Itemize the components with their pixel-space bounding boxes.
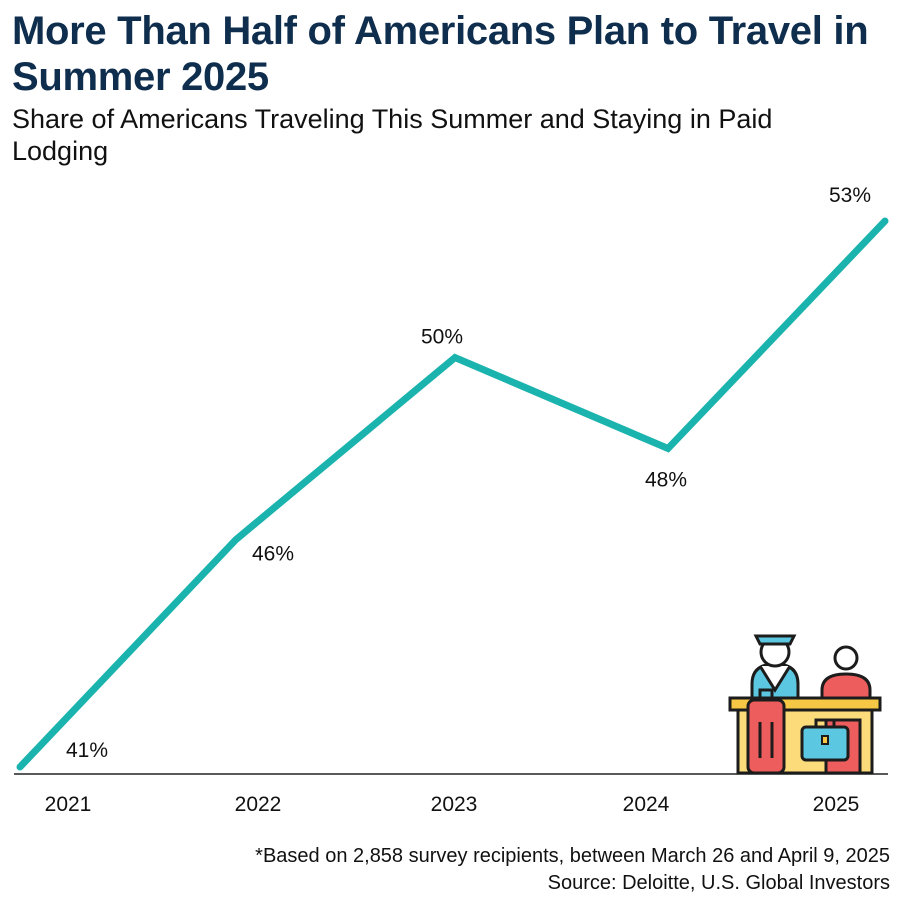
hotel-reception-icon <box>728 634 882 775</box>
x-tick-2023: 2023 <box>431 793 478 816</box>
x-tick-2021: 2021 <box>45 793 92 816</box>
series-line <box>16 217 889 771</box>
data-label-2023: 50% <box>421 326 463 349</box>
chart-subtitle: Share of Americans Traveling This Summer… <box>12 104 773 166</box>
x-tick-2024: 2024 <box>623 793 670 816</box>
data-label-2024: 48% <box>645 469 687 492</box>
survey-note: *Based on 2,858 survey recipients, betwe… <box>255 845 890 867</box>
x-tick-2025: 2025 <box>813 793 860 816</box>
footnote: *Based on 2,858 survey recipients, betwe… <box>255 843 890 897</box>
data-label-2025: 53% <box>829 184 871 207</box>
source-note: Source: Deloitte, U.S. Global Investors <box>547 872 890 894</box>
data-label-2022: 46% <box>252 543 294 566</box>
data-label-2021: 41% <box>66 739 108 762</box>
x-tick-2022: 2022 <box>235 793 282 816</box>
chart-title: More Than Half of Americans Plan to Trav… <box>12 9 869 99</box>
